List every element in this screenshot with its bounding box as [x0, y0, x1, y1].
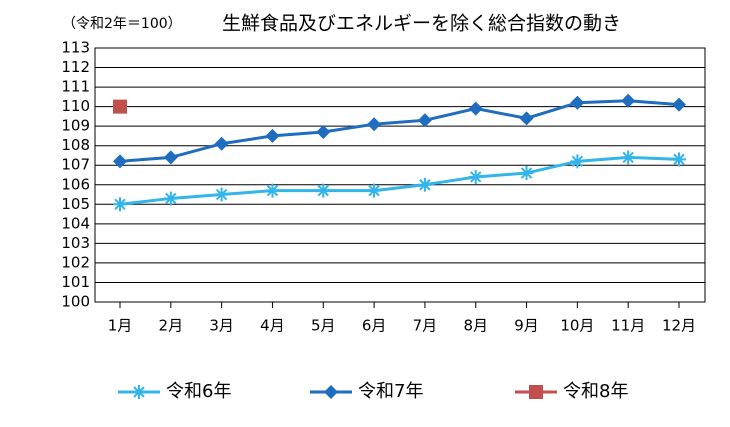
x-tick-label: 3月: [209, 317, 234, 335]
y-tick-label: 100: [61, 293, 90, 311]
point: [621, 150, 636, 165]
point: [163, 191, 178, 206]
point: [672, 152, 686, 167]
series-line: [119, 155, 680, 206]
y-tick-label: 105: [61, 195, 90, 213]
x-tick-label: 5月: [311, 317, 336, 335]
chart-note: （令和2年＝100）: [62, 16, 182, 32]
point: [468, 169, 483, 184]
point: [316, 183, 331, 198]
x-tick-label: 2月: [159, 317, 184, 335]
x-tick-label: 8月: [463, 317, 488, 335]
point: [214, 187, 229, 202]
point: [468, 101, 483, 116]
x-tick-label: 9月: [514, 317, 539, 335]
x-tick-label: 10月: [560, 317, 594, 335]
plot-frame: [94, 47, 706, 303]
series-line: [119, 99, 680, 163]
x-tick-label: 1月: [108, 317, 133, 335]
x-tick-label: 4月: [260, 317, 285, 335]
point: [417, 177, 432, 192]
x-tick-label: 7月: [413, 317, 438, 335]
point: [570, 154, 585, 169]
y-tick-label: 107: [61, 156, 90, 174]
y-tick-label: 110: [61, 97, 90, 115]
y-tick-label: 112: [61, 58, 90, 76]
point: [316, 125, 331, 140]
point: [113, 99, 127, 114]
y-tick-label: 103: [61, 234, 90, 252]
point: [621, 93, 636, 108]
point: [113, 197, 127, 212]
legend-marker: [324, 385, 338, 399]
point: [214, 136, 229, 151]
legend-marker: [529, 385, 543, 399]
legend-label: 令和6年: [166, 381, 231, 402]
y-tick-label: 101: [61, 273, 90, 291]
y-tick-label: 111: [61, 78, 90, 96]
y-tick-label: 102: [61, 253, 90, 271]
x-tick-label: 6月: [362, 317, 387, 335]
point: [113, 154, 127, 169]
legend-label: 令和7年: [358, 381, 423, 402]
legend-marker: [132, 385, 146, 399]
point: [417, 113, 432, 128]
point: [570, 95, 585, 110]
point: [519, 111, 534, 126]
legend-label: 令和8年: [563, 381, 628, 402]
y-tick-label: 104: [61, 214, 90, 232]
y-tick-label: 113: [61, 39, 90, 57]
y-tick-label: 106: [61, 175, 90, 193]
x-tick-label: 12月: [662, 317, 696, 335]
y-tick-label: 108: [61, 136, 90, 154]
point: [265, 128, 280, 143]
y-tick-label: 109: [61, 117, 90, 135]
point: [367, 183, 382, 198]
chart-title: 生鮮食品及びエネルギーを除く総合指数の動き: [222, 13, 621, 35]
x-tick-label: 11月: [611, 317, 645, 335]
point: [163, 150, 178, 165]
point: [672, 97, 686, 112]
point: [265, 183, 280, 198]
point: [519, 166, 534, 181]
point: [367, 117, 382, 132]
